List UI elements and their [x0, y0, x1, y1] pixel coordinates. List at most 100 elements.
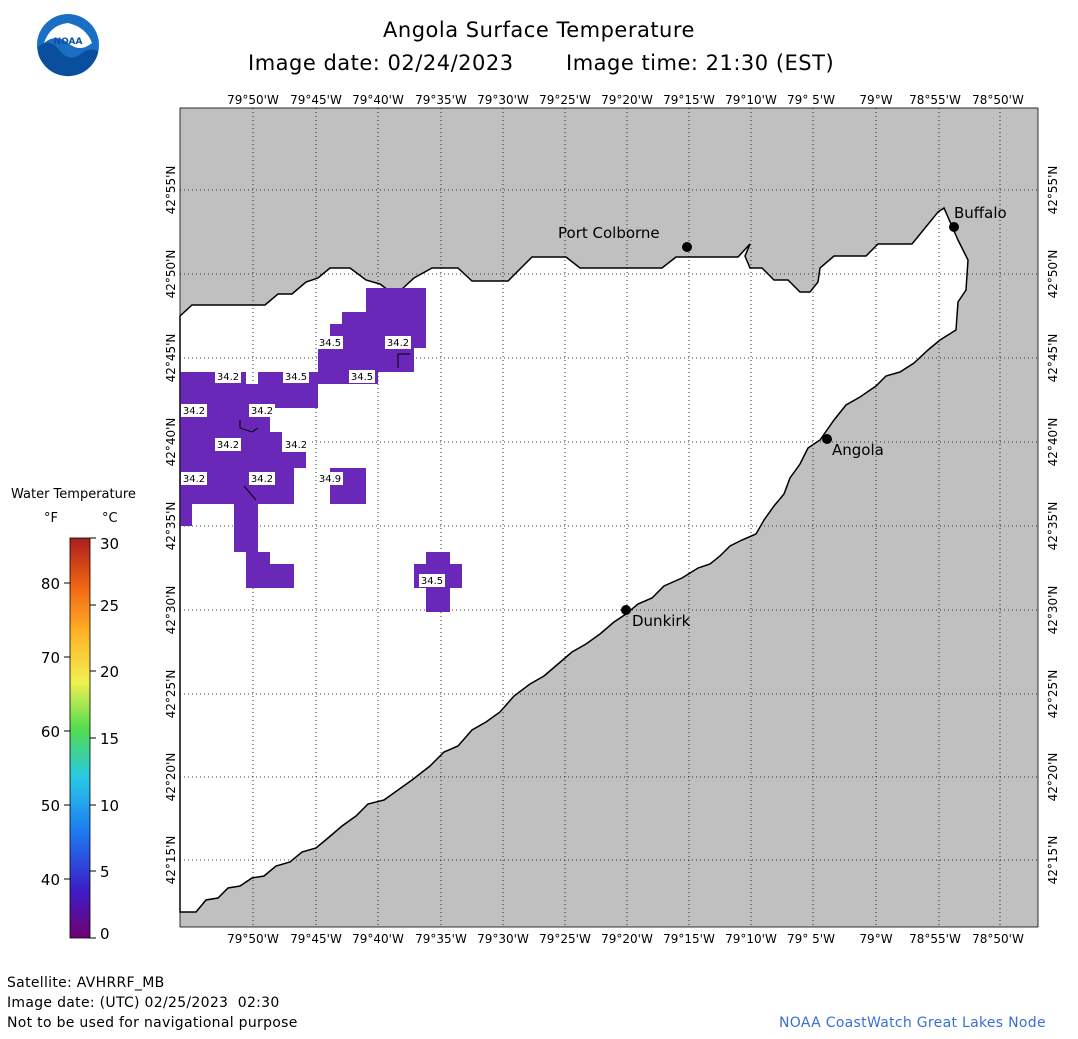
lon-label: 79°40'W — [352, 932, 404, 946]
lon-label: 79°25'W — [539, 93, 591, 107]
city-label-dunkirk: Dunkirk — [632, 612, 691, 630]
lon-labels-top: 79°50'W 79°45'W 79°40'W 79°35'W 79°30'W … — [227, 93, 1024, 107]
sst-cell — [342, 312, 372, 324]
city-label-angola: Angola — [832, 441, 884, 459]
legend-c-tick: 25 — [100, 597, 119, 615]
lat-labels-right: 42°55'N 42°50'N 42°45'N 42°40'N 42°35'N … — [1046, 166, 1060, 885]
lon-label: 79° 5'W — [787, 93, 835, 107]
sst-cell — [426, 588, 450, 612]
lat-labels-left: 42°55'N 42°50'N 42°45'N 42°40'N 42°35'N … — [164, 166, 178, 885]
legend-unit-f: °F — [44, 511, 58, 526]
lon-label: 79°35'W — [415, 93, 467, 107]
lon-label: 79°45'W — [290, 932, 342, 946]
lon-label: 79°20'W — [601, 93, 653, 107]
value-label: 34.9 — [319, 474, 341, 485]
legend-c-tick: 5 — [100, 863, 110, 881]
lon-labels-bottom: 79°50'W 79°45'W 79°40'W 79°35'W 79°30'W … — [227, 932, 1024, 946]
lat-label: 42°20'N — [1046, 753, 1060, 802]
lon-label: 79°30'W — [477, 932, 529, 946]
value-label: 34.2 — [183, 474, 205, 485]
lon-label: 79° 5'W — [787, 932, 835, 946]
lat-label: 42°55'N — [164, 166, 178, 215]
credit-link[interactable]: NOAA CoastWatch Great Lakes Node — [779, 1015, 1046, 1031]
legend-f-tick: 80 — [41, 575, 60, 593]
sst-cell — [234, 504, 258, 552]
city-marker-angola — [822, 434, 832, 444]
sst-cell — [282, 452, 306, 468]
value-label: 34.2 — [251, 474, 273, 485]
value-label: 34.5 — [421, 576, 443, 587]
legend-f-labels: 80 70 60 50 40 — [41, 575, 60, 889]
lon-label: 78°55'W — [909, 932, 961, 946]
city-markers: Port Colborne Buffalo Angola Dunkirk — [558, 204, 1007, 630]
lat-label: 42°50'N — [164, 250, 178, 299]
lon-label: 79°45'W — [290, 93, 342, 107]
lat-label: 42°55'N — [1046, 166, 1060, 215]
utc-date: Image date: (UTC) 02/25/2023 02:30 — [7, 995, 280, 1011]
value-label: 34.2 — [217, 440, 239, 451]
value-labels: 34.5 34.2 34.2 34.5 34.5 34.2 34.2 34.2 … — [181, 336, 445, 587]
legend-title: Water Temperature — [11, 487, 136, 502]
lat-label: 42°45'N — [1046, 334, 1060, 383]
legend-c-tick: 20 — [100, 663, 119, 681]
lon-label: 79°30'W — [477, 93, 529, 107]
city-marker-buffalo — [949, 222, 959, 232]
lat-label: 42°45'N — [164, 334, 178, 383]
lat-label: 42°25'N — [1046, 670, 1060, 719]
lat-label: 42°50'N — [1046, 250, 1060, 299]
legend-c-labels: 30 25 20 15 10 5 0 — [100, 535, 119, 943]
lon-label: 78°50'W — [972, 93, 1024, 107]
lon-label: 79°25'W — [539, 932, 591, 946]
lon-label: 79°W — [859, 932, 892, 946]
lon-label: 79°10'W — [725, 93, 777, 107]
legend-c-tick: 10 — [100, 797, 119, 815]
lon-label: 79°20'W — [601, 932, 653, 946]
legend-f-tick: 60 — [41, 723, 60, 741]
value-label: 34.2 — [183, 406, 205, 417]
legend-unit-c: °C — [102, 511, 118, 526]
lat-label: 42°30'N — [164, 586, 178, 635]
lon-label: 79°50'W — [227, 932, 279, 946]
lat-label: 42°35'N — [164, 502, 178, 551]
lat-label: 42°35'N — [1046, 502, 1060, 551]
city-label-port-colborne: Port Colborne — [558, 224, 660, 242]
sst-cell — [426, 552, 450, 564]
lat-label: 42°15'N — [1046, 836, 1060, 885]
noaa-logo: NOAA — [36, 13, 100, 77]
lon-label: 78°55'W — [909, 93, 961, 107]
lon-label: 79°15'W — [663, 932, 715, 946]
image-time: Image time: 21:30 (EST) — [566, 51, 835, 75]
lon-label: 79°50'W — [227, 93, 279, 107]
value-label: 34.5 — [351, 372, 373, 383]
legend-ticks — [64, 537, 96, 939]
lat-label: 42°25'N — [164, 670, 178, 719]
sst-cell — [246, 552, 270, 564]
legend-f-tick: 70 — [41, 649, 60, 667]
value-label: 34.2 — [217, 372, 239, 383]
legend-colorbar — [69, 537, 91, 939]
lon-label: 79°10'W — [725, 932, 777, 946]
sst-cell — [180, 504, 192, 526]
lat-label: 42°15'N — [164, 836, 178, 885]
value-label: 34.5 — [285, 372, 307, 383]
map-frame — [179, 107, 1039, 928]
city-marker-dunkirk — [621, 605, 631, 615]
lon-label: 78°50'W — [972, 932, 1024, 946]
legend-c-tick: 30 — [100, 535, 119, 553]
lat-label: 42°30'N — [1046, 586, 1060, 635]
value-label: 34.2 — [387, 338, 409, 349]
legend-c-tick: 15 — [100, 730, 119, 748]
lon-label: 79°W — [859, 93, 892, 107]
city-marker-port-colborne — [682, 242, 692, 252]
sst-cell — [246, 564, 294, 588]
lon-label: 79°40'W — [352, 93, 404, 107]
legend-f-tick: 50 — [41, 797, 60, 815]
city-label-buffalo: Buffalo — [954, 204, 1007, 222]
legend-c-tick: 0 — [100, 925, 110, 943]
lat-label: 42°40'N — [1046, 418, 1060, 467]
value-label: 34.5 — [319, 338, 341, 349]
satellite-info: Satellite: AVHRRF_MB — [7, 975, 165, 991]
lon-label: 79°15'W — [663, 93, 715, 107]
value-label: 34.2 — [285, 440, 307, 451]
